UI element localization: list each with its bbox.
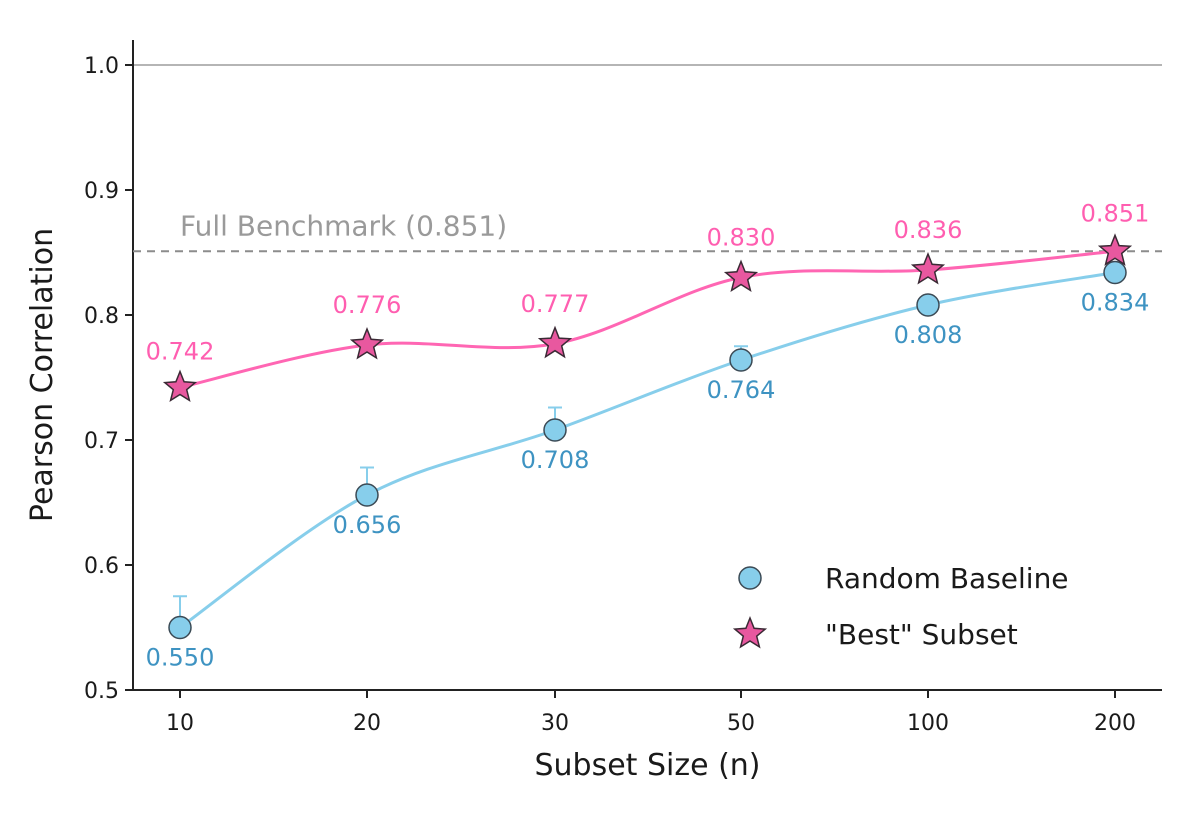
data-label-best-subset: 0.742: [146, 338, 215, 366]
point-random-baseline: [168, 615, 192, 640]
y-tick-label: 0.7: [84, 429, 119, 454]
legend-label-random-baseline: Random Baseline: [825, 562, 1069, 595]
y-tick-label: 0.6: [84, 554, 119, 579]
y-tick-label: 0.8: [84, 304, 119, 329]
x-tick-label: 200: [1094, 711, 1136, 736]
x-tick-label: 100: [907, 711, 949, 736]
data-label-random-baseline: 0.708: [521, 446, 590, 474]
point-random-baseline: [1103, 260, 1127, 285]
data-label-random-baseline: 0.550: [146, 644, 215, 672]
series-line-best-subset: [179, 249, 1116, 389]
axes-layer: 0.5 0.6 0.7 0.8 0.9 1.0 10 20 30 50 100 200 Subset S…: [25, 40, 1162, 783]
series-line-random-baseline: [179, 271, 1116, 629]
data-label-random-baseline: 0.764: [707, 376, 776, 404]
y-axis-title: Pearson Correlation: [25, 228, 60, 522]
x-tick-label: 20: [353, 711, 381, 736]
x-tick-label: 10: [166, 711, 194, 736]
point-best-subset: [1097, 233, 1133, 266]
point-best-subset: [537, 325, 573, 359]
x-axis-title: Subset Size (n): [534, 748, 760, 783]
legend-marker-best-subset: [732, 615, 768, 649]
point-random-baseline: [729, 348, 753, 372]
legend-marker-random-baseline: [738, 566, 762, 590]
point-random-baseline: [543, 418, 567, 442]
x-tick-label: 30: [541, 711, 569, 736]
point-random-baseline: [355, 483, 379, 507]
data-label-best-subset: 0.851: [1081, 199, 1150, 227]
reference-layer: Full Benchmark (0.851): [133, 209, 1162, 253]
legend-label-best-subset: "Best" Subset: [825, 618, 1018, 651]
data-label-best-subset: 0.776: [333, 291, 402, 319]
point-best-subset: [910, 251, 946, 285]
y-tick-label: 1.0: [84, 54, 119, 79]
data-label-random-baseline: 0.656: [333, 511, 402, 539]
data-label-best-subset: 0.830: [707, 224, 776, 252]
labels-layer: 0.550 0.656 0.708 0.764 0.808 0.834 0.742 0.776…: [146, 199, 1150, 671]
point-best-subset: [723, 259, 759, 293]
data-label-random-baseline: 0.808: [894, 321, 963, 349]
data-label-best-subset: 0.836: [894, 216, 963, 244]
legend: Random Baseline "Best" Subset: [732, 562, 1069, 651]
reference-line-label: Full Benchmark (0.851): [180, 209, 507, 242]
data-label-best-subset: 0.777: [521, 290, 590, 318]
data-label-random-baseline: 0.834: [1081, 289, 1150, 317]
x-tick-label: 50: [727, 711, 755, 736]
markers-layer: [162, 233, 1133, 640]
y-tick-label: 0.5: [84, 679, 119, 704]
series-lines-layer: [179, 249, 1116, 629]
point-best-subset: [162, 369, 198, 403]
point-best-subset: [349, 326, 385, 360]
y-tick-label: 0.9: [84, 179, 119, 204]
point-random-baseline: [916, 293, 940, 317]
